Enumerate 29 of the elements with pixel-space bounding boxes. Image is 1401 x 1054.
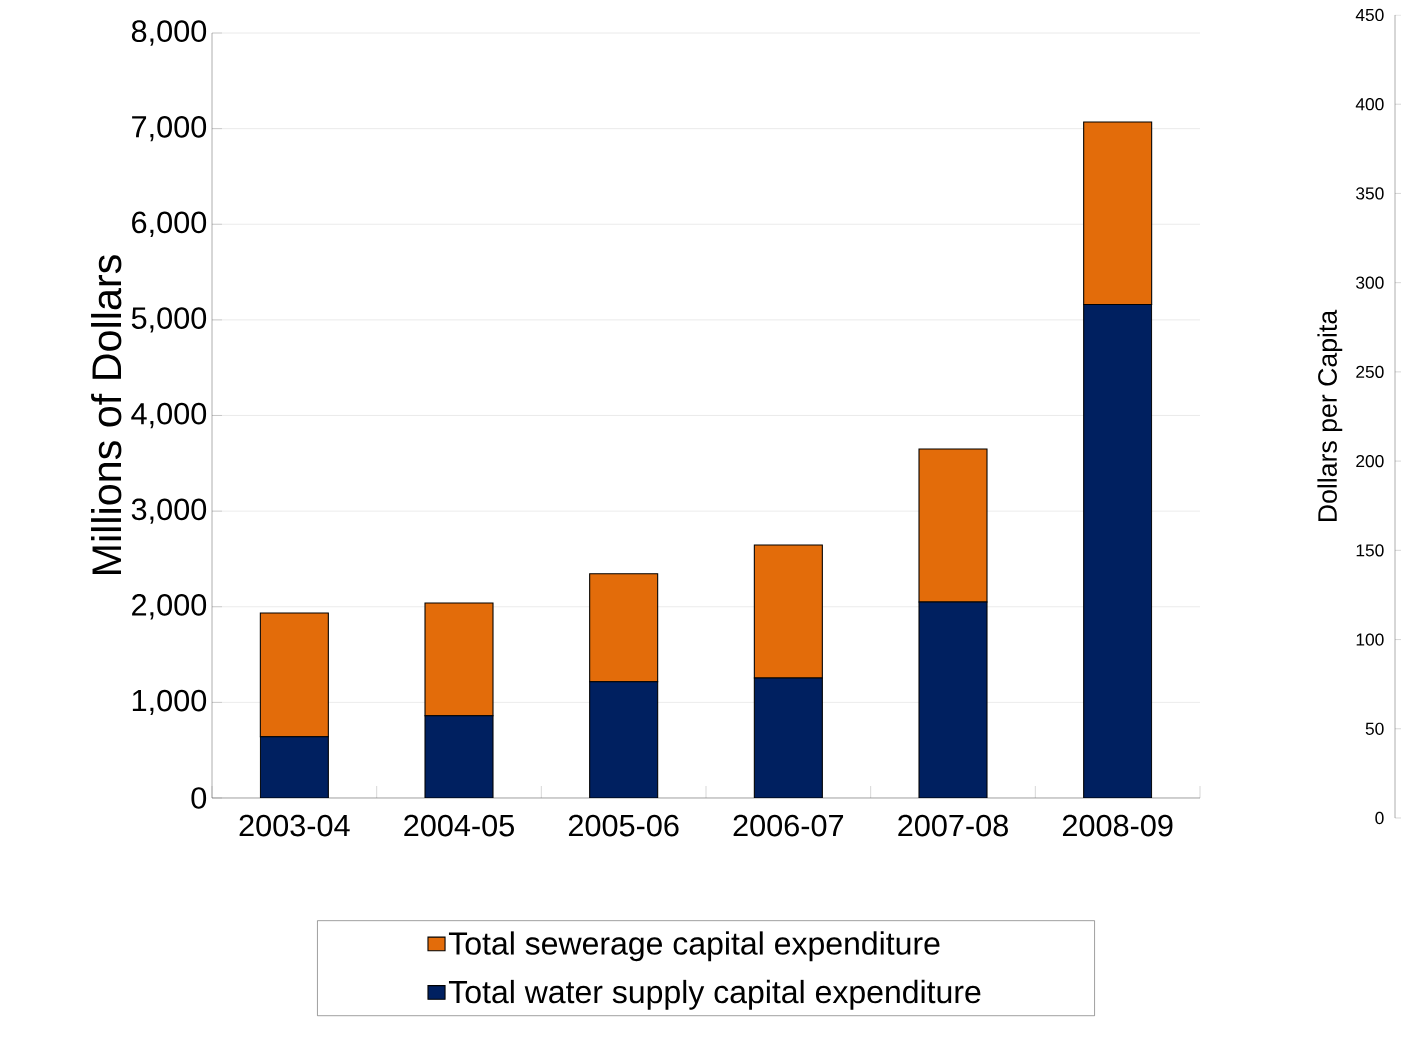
y2-tick-label: 50 [1365,722,1384,735]
y-tick-label: 7,000 [132,115,207,142]
legend-label: Total water supply capital expenditure [448,979,981,1010]
y-tick-label: 4,000 [131,402,207,429]
x-tick-label: 2008-09 [1062,814,1173,837]
y-tick-label: 1,000 [132,689,207,716]
x-tick-label: 2003-04 [239,814,350,837]
y2-tick-label: 350 [1356,187,1384,200]
y2-tick-label: 100 [1356,633,1384,646]
y-tick-label: 8,000 [131,20,207,46]
x-tick-label: 2007-08 [898,814,1008,837]
y2-tick-label: 0 [1375,811,1384,825]
y2-tick-label: 150 [1356,544,1384,557]
x-tick-label: 2004-05 [404,814,514,837]
y2-tick-label: 300 [1356,276,1384,289]
x-tick-label: 2006-07 [733,814,844,837]
y2-tick-label: 400 [1355,98,1384,111]
y-tick-label: 3,000 [131,498,207,524]
x-tick-label: 2005-06 [568,814,679,837]
y2-axis-title: Dollars per Capita [1317,309,1343,522]
y-axis-title: Millions of Dollars [91,255,122,575]
y2-tick-label: 450 [1355,8,1384,22]
y-tick-label: 5,000 [131,307,207,333]
y2-tick-label: 200 [1356,454,1384,468]
legend-label: Total sewerage capital expenditure [448,931,940,962]
y-tick-label: 6,000 [132,211,207,237]
y2-tick-label: 250 [1356,365,1384,379]
y-tick-label: 2,000 [132,594,207,620]
y-tick-label: 0 [191,787,207,809]
